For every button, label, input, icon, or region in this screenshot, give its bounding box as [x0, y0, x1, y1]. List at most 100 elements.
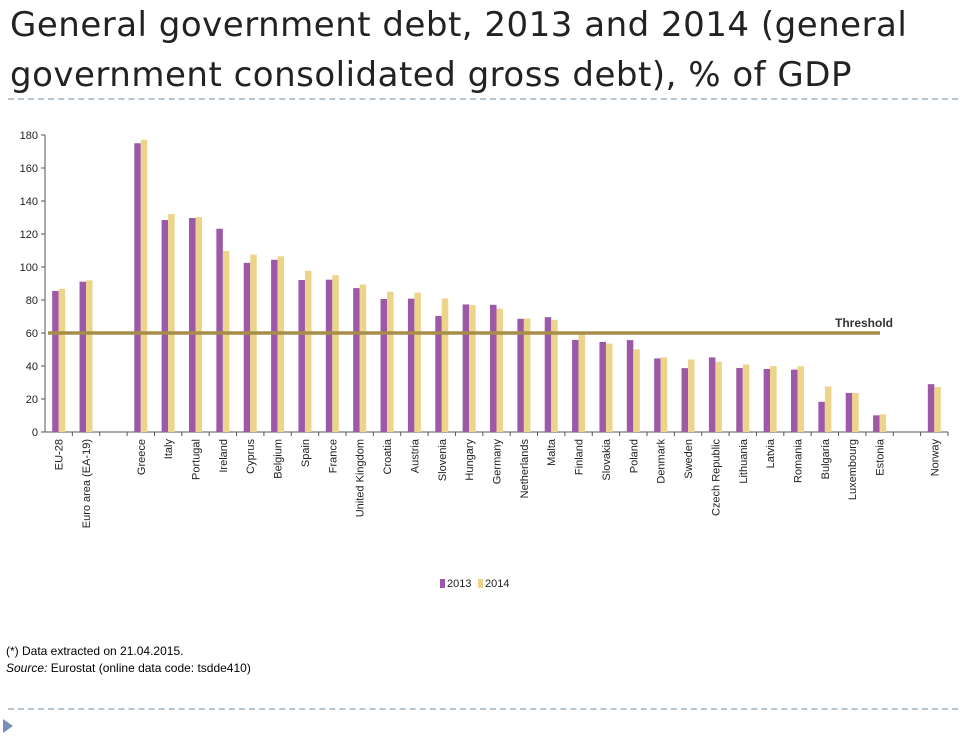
bar-2013	[216, 228, 223, 432]
bar-2014	[222, 250, 230, 432]
footnote-date: (*) Data extracted on 21.04.2015.	[6, 644, 184, 658]
y-tick-label: 140	[20, 196, 38, 208]
bar-2014	[359, 284, 367, 432]
x-tick-label: Netherlands	[519, 439, 531, 499]
bottom-divider	[8, 708, 958, 710]
legend-label: 2013	[447, 578, 471, 590]
bar-chart: 0 20 40 60 80 100 120 140 160 180 EU-28 Euro area (…	[20, 130, 949, 590]
x-tick-label: Ireland	[218, 439, 230, 473]
y-tick-label: 100	[20, 262, 38, 274]
footnote: (*) Data extracted on 21.04.2015. Source…	[6, 643, 251, 677]
y-tick-label: 180	[20, 130, 38, 142]
bar-2013	[243, 262, 251, 432]
y-tick-label: 120	[20, 229, 38, 241]
bar-2013	[517, 318, 524, 432]
bar-2013	[599, 341, 606, 432]
x-tick-label: Italy	[163, 439, 175, 460]
bar-2013	[161, 219, 169, 432]
x-tick-label: EU-28	[54, 439, 66, 470]
y-tick-label: 0	[32, 427, 38, 439]
y-tick-label: 80	[26, 295, 38, 307]
y-tick-label: 160	[20, 163, 38, 175]
bar-2013	[572, 339, 579, 432]
bar-2013	[462, 304, 470, 432]
x-tick-label: Norway	[929, 439, 941, 477]
bar-2013	[873, 415, 880, 432]
x-tick-label: Germany	[492, 439, 504, 485]
bar-2013	[407, 298, 415, 432]
bar-2014	[715, 361, 722, 432]
legend-swatch-2014	[478, 579, 483, 588]
x-tick-label: Euro area (EA-19)	[81, 439, 93, 528]
x-tick-label: Malta	[546, 438, 558, 466]
source-label: Source:	[6, 661, 48, 675]
bar-2014	[441, 298, 449, 432]
x-tick-label: Greece	[136, 439, 148, 475]
x-tick-label: Luxembourg	[847, 439, 859, 500]
x-tick-label: Portugal	[191, 439, 203, 480]
x-tick-label: Sweden	[683, 439, 695, 479]
x-tick-label: Bulgaria	[820, 438, 832, 479]
y-tick-label: 40	[26, 361, 38, 373]
x-tick-label: Slovenia	[437, 438, 449, 481]
bar-2014	[879, 414, 887, 432]
bar-2013	[626, 340, 634, 432]
bar-2013	[353, 288, 360, 432]
legend-swatch-2013	[440, 579, 445, 588]
bar-2014	[660, 357, 668, 432]
bar-2014	[277, 256, 285, 432]
bar-2014	[140, 139, 148, 432]
bar-2014	[304, 270, 312, 432]
bar-2014	[168, 214, 175, 432]
x-tick-label: Cyprus	[245, 439, 257, 474]
x-tick-label: Belgium	[273, 439, 285, 479]
x-tick-label: Finland	[574, 439, 586, 475]
bar-2014	[633, 349, 640, 432]
bar-2013	[79, 281, 87, 432]
bar-2014	[332, 275, 339, 432]
source-text: Eurostat (online data code: tsdde410)	[47, 661, 251, 675]
x-tick-label: Croatia	[382, 438, 394, 474]
x-tick-label: France	[327, 439, 339, 473]
bar-2014	[195, 217, 202, 432]
bar-2014	[414, 292, 421, 432]
x-tick-label: Spain	[300, 439, 312, 467]
x-tick-label: Slovakia	[601, 438, 613, 480]
bar-2013	[325, 279, 333, 432]
x-tick-label: Romania	[793, 438, 805, 483]
bar-2013	[490, 304, 497, 432]
bar-2014	[551, 319, 558, 432]
threshold-label: Threshold	[835, 316, 893, 330]
footnote-source: Source: Eurostat (online data code: tsdd…	[6, 660, 251, 677]
bar-2014	[86, 280, 93, 432]
legend-label: 2014	[485, 578, 509, 590]
x-tick-label: Hungary	[464, 439, 476, 481]
bar-2014	[605, 343, 613, 432]
bar-2013	[654, 358, 661, 432]
bullet-arrow-icon	[3, 719, 13, 733]
bar-2014	[250, 254, 257, 432]
x-tick-label: Denmark	[656, 439, 668, 484]
x-tick-label: Austria	[409, 438, 421, 473]
bar-2013	[681, 368, 689, 432]
bar-2013	[271, 259, 278, 432]
bar-2013	[298, 280, 305, 432]
y-tick-label: 60	[26, 328, 38, 340]
bar-2014	[523, 318, 531, 432]
x-tick-label: United Kingdom	[355, 439, 367, 517]
y-tick-label: 20	[26, 394, 38, 406]
x-tick-label: Poland	[628, 439, 640, 473]
bar-2014	[688, 359, 695, 432]
bar-2014	[797, 366, 804, 432]
title-divider	[8, 98, 958, 100]
bar-2014	[578, 334, 586, 432]
x-tick-label: Lithuania	[738, 438, 750, 484]
bar-2013	[927, 384, 935, 432]
x-tick-label: Czech Republic	[710, 439, 722, 517]
page-title: General government debt, 2013 and 2014 (…	[10, 5, 908, 95]
bar-2014	[824, 386, 832, 432]
bar-2013	[845, 392, 853, 432]
bar-2013	[189, 217, 196, 432]
bar-2014	[496, 308, 503, 432]
bar-2013	[435, 316, 442, 432]
